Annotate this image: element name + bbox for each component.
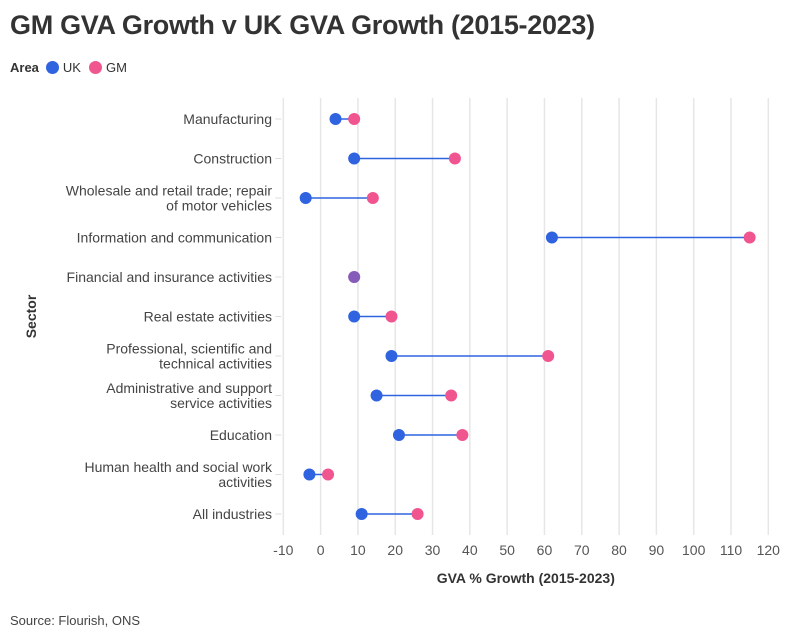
category-label: activities (218, 474, 272, 490)
gm-point (743, 231, 756, 244)
x-tick-label: 50 (499, 542, 515, 558)
category-label: Wholesale and retail trade; repair (66, 183, 273, 199)
category-label: Professional, scientific and (106, 341, 272, 357)
category-label: Education (210, 427, 272, 443)
gm-point (366, 192, 379, 204)
gm-point (411, 508, 424, 520)
uk-point (348, 152, 361, 165)
gm-point (445, 389, 458, 402)
legend-label-uk: UK (62, 60, 81, 75)
legend-dot-gm (88, 61, 102, 74)
source-note: Source: Flourish, ONS (10, 613, 141, 628)
category-label: Financial and insurance activities (67, 269, 272, 285)
uk-point (370, 389, 383, 402)
uk-point (392, 429, 405, 441)
x-tick-label: 30 (425, 542, 441, 558)
x-tick-label: 70 (574, 542, 590, 558)
uk-point (303, 468, 316, 481)
chart-title: GM GVA Growth v UK GVA Growth (2015-2023… (10, 10, 595, 40)
x-tick-label: 80 (611, 542, 627, 558)
x-tick-label: 120 (757, 542, 781, 558)
gm-point (322, 468, 335, 481)
uk-point (299, 192, 312, 204)
gm-point (448, 152, 461, 165)
legend-dot-uk (45, 61, 59, 74)
category-label: Human health and social work (84, 459, 273, 475)
category-label: service activities (170, 395, 272, 411)
x-tick-label: 0 (317, 542, 325, 558)
uk-point (348, 310, 361, 323)
uk-point (329, 113, 342, 125)
category-label: Administrative and support (106, 380, 272, 396)
category-label: Manufacturing (183, 111, 272, 127)
x-axis-title: GVA % Growth (2015-2023) (437, 570, 615, 586)
legend-item-uk[interactable]: UK (45, 60, 81, 75)
category-label: Information and communication (77, 230, 272, 246)
uk-point (348, 271, 361, 283)
uk-point (385, 350, 398, 362)
x-tick-label: 60 (537, 542, 553, 558)
category-label: technical activities (159, 356, 272, 372)
x-tick-label: 20 (387, 542, 403, 558)
gm-point (348, 113, 361, 125)
category-label: of motor vehicles (166, 198, 272, 214)
category-label: Construction (193, 151, 272, 167)
x-tick-label: 100 (682, 542, 706, 558)
legend-title: Area (10, 60, 39, 75)
x-tick-label: 40 (462, 542, 478, 558)
y-axis-title: Sector (23, 294, 39, 338)
gm-point (456, 429, 469, 441)
gm-point (385, 310, 398, 323)
x-tick-label: -10 (273, 542, 293, 558)
legend-item-gm[interactable]: GM (88, 60, 127, 75)
x-tick-label: 90 (649, 542, 665, 558)
x-tick-label: 110 (720, 542, 743, 558)
uk-point (355, 508, 368, 520)
gm-point (542, 350, 555, 362)
category-label: All industries (193, 506, 272, 522)
category-label: Real estate activities (144, 309, 272, 325)
legend-label-gm: GM (105, 60, 127, 75)
uk-point (545, 231, 558, 244)
legend: Area UK GM (10, 60, 131, 75)
x-tick-label: 10 (350, 542, 366, 558)
